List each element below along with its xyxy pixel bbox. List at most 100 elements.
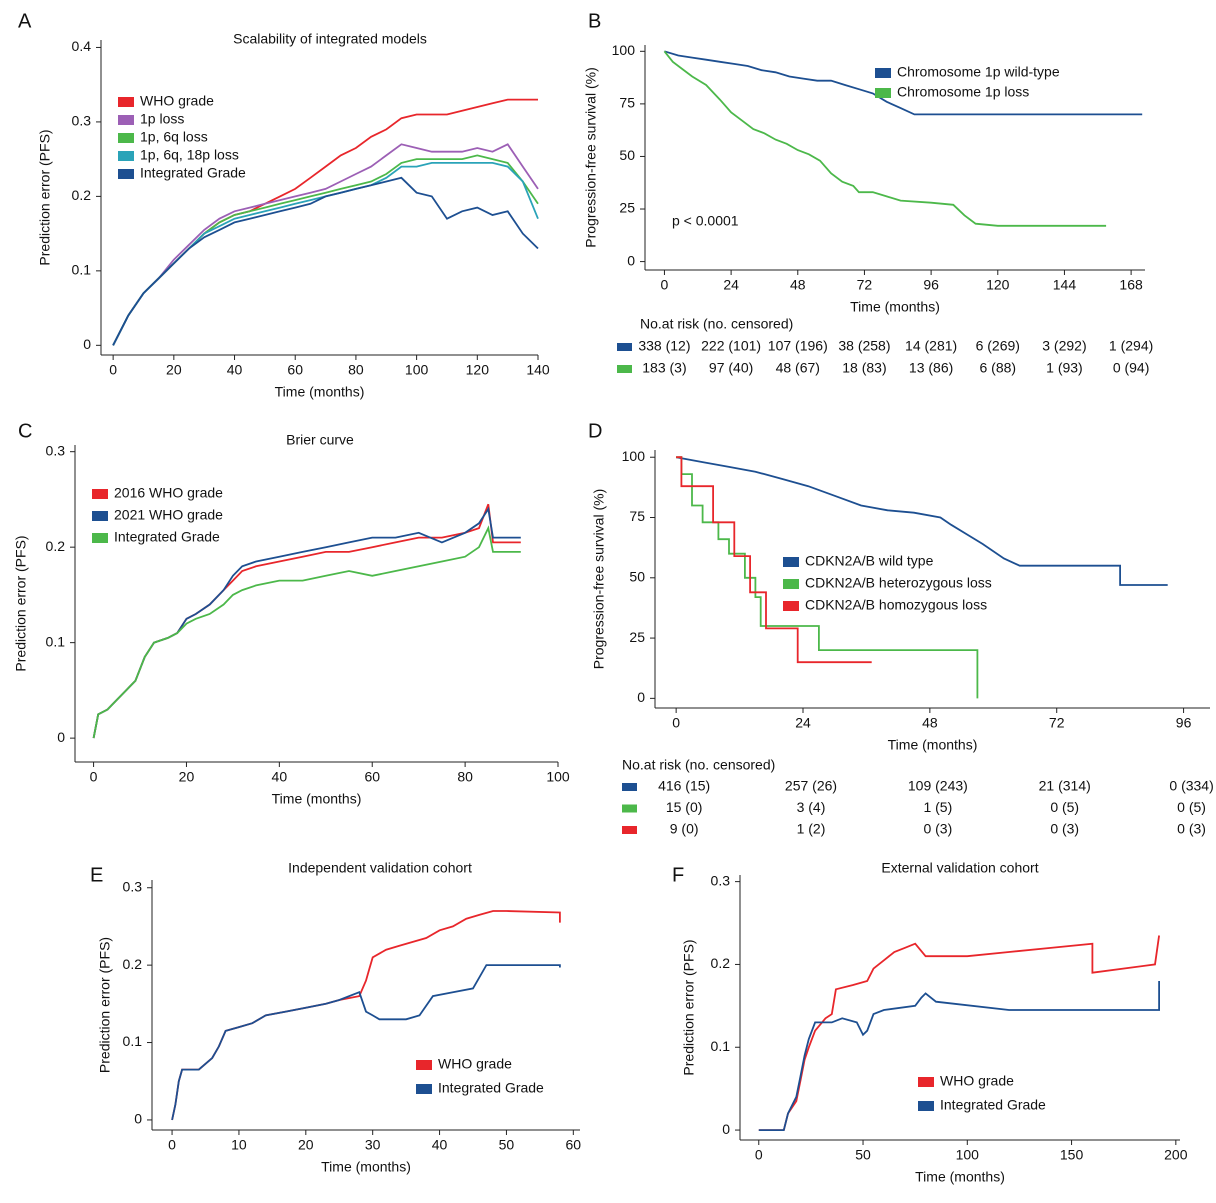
legend-label: 2021 WHO grade (114, 507, 223, 523)
x-tick-label: 200 (1164, 1147, 1188, 1163)
y-tick-label: 75 (629, 508, 645, 524)
series-line (663, 50, 1107, 227)
x-tick-label: 20 (166, 362, 182, 378)
y-tick-label: 0.3 (123, 878, 143, 894)
x-tick-label: 168 (1119, 277, 1143, 293)
legend-label: 1p loss (140, 111, 184, 127)
legend-swatch (118, 151, 134, 161)
y-tick-label: 100 (622, 448, 646, 464)
series-line (676, 456, 872, 664)
risk-cell: 48 (67) (776, 360, 820, 376)
risk-cell: 3 (292) (1042, 338, 1086, 354)
chart-title: External validation cohort (881, 860, 1038, 876)
panel-label: C (18, 420, 32, 442)
y-tick-label: 0.2 (711, 955, 731, 971)
y-tick-label: 25 (629, 629, 645, 645)
legend-label: CDKN2A/B homozygous loss (805, 597, 987, 613)
risk-table-title: No.at risk (no. censored) (640, 316, 793, 332)
risk-row-marker (617, 343, 632, 351)
risk-cell: 3 (4) (797, 799, 826, 815)
y-tick-label: 0.2 (123, 956, 143, 972)
risk-cell: 1 (5) (923, 799, 952, 815)
y-tick-label: 50 (629, 568, 645, 584)
risk-row-marker (617, 365, 632, 373)
risk-cell: 0 (334) (1169, 778, 1213, 794)
risk-cell: 21 (314) (1039, 778, 1091, 794)
x-tick-label: 72 (857, 277, 873, 293)
series-line (112, 176, 539, 346)
x-tick-label: 96 (1176, 715, 1192, 731)
risk-row-marker (622, 826, 637, 834)
series-line (112, 154, 539, 346)
legend-label: Integrated Grade (940, 1097, 1046, 1113)
risk-cell: 0 (3) (1177, 821, 1206, 837)
y-tick-label: 0.3 (72, 113, 92, 129)
legend-label: Integrated Grade (438, 1080, 544, 1096)
risk-cell: 1 (2) (797, 821, 826, 837)
x-tick-label: 40 (432, 1137, 448, 1153)
legend-swatch (92, 489, 108, 499)
risk-row-marker (622, 804, 637, 813)
legend-swatch (783, 557, 799, 567)
y-tick-label: 0.2 (72, 187, 92, 203)
y-axis-label: Progression-free survival (%) (583, 67, 599, 248)
x-tick-label: 50 (499, 1137, 515, 1153)
risk-cell: 6 (269) (976, 338, 1020, 354)
x-tick-label: 0 (168, 1137, 176, 1153)
x-tick-label: 40 (272, 769, 288, 785)
risk-cell: 0 (5) (1050, 799, 1079, 815)
series-line (112, 162, 539, 346)
x-tick-label: 72 (1049, 715, 1065, 731)
x-axis-label: Time (months) (321, 1159, 411, 1175)
series-line (171, 964, 561, 1121)
legend-label: WHO grade (940, 1073, 1014, 1089)
x-axis-label: Time (months) (915, 1169, 1005, 1185)
risk-cell: 15 (0) (666, 799, 703, 815)
x-tick-label: 80 (348, 362, 364, 378)
legend-label: 1p, 6q loss (140, 129, 208, 145)
risk-cell: 183 (3) (642, 360, 686, 376)
risk-cell: 0 (3) (923, 821, 952, 837)
x-tick-label: 20 (298, 1137, 314, 1153)
y-tick-label: 25 (619, 200, 635, 216)
x-tick-label: 50 (855, 1147, 871, 1163)
legend-swatch (118, 169, 134, 179)
series-line (112, 143, 539, 346)
x-tick-label: 144 (1053, 277, 1077, 293)
y-tick-label: 50 (619, 147, 635, 163)
risk-cell: 257 (26) (785, 778, 837, 794)
panel-label: E (90, 864, 103, 886)
risk-cell: 107 (196) (768, 338, 828, 354)
series-line (664, 50, 1143, 116)
y-tick-label: 0.1 (711, 1038, 731, 1054)
x-tick-label: 0 (90, 769, 98, 785)
x-axis-label: Time (months) (275, 384, 365, 400)
legend-label: WHO grade (140, 93, 214, 109)
legend-label: CDKN2A/B heterozygous loss (805, 575, 992, 591)
legend-label: Chromosome 1p loss (897, 84, 1029, 100)
x-tick-label: 60 (364, 769, 380, 785)
x-tick-label: 0 (672, 715, 680, 731)
y-tick-label: 0 (83, 336, 91, 352)
x-tick-label: 150 (1060, 1147, 1084, 1163)
risk-cell: 9 (0) (670, 821, 699, 837)
legend-swatch (92, 511, 108, 521)
y-tick-label: 0 (722, 1121, 730, 1137)
x-tick-label: 24 (723, 277, 739, 293)
legend-label: 1p, 6q, 18p loss (140, 147, 239, 163)
legend-label: Chromosome 1p wild-type (897, 64, 1060, 80)
risk-table-title: No.at risk (no. censored) (622, 757, 775, 773)
series-line (675, 456, 1168, 586)
risk-cell: 97 (40) (709, 360, 753, 376)
legend-swatch (416, 1084, 432, 1094)
legend-swatch (118, 115, 134, 125)
x-tick-label: 100 (956, 1147, 980, 1163)
risk-cell: 416 (15) (658, 778, 710, 794)
series-line (676, 456, 979, 699)
x-tick-label: 0 (109, 362, 117, 378)
x-tick-label: 0 (755, 1147, 763, 1163)
legend-swatch (118, 97, 134, 107)
y-tick-label: 0 (637, 689, 645, 705)
x-tick-label: 24 (795, 715, 811, 731)
legend-label: CDKN2A/B wild type (805, 553, 934, 569)
